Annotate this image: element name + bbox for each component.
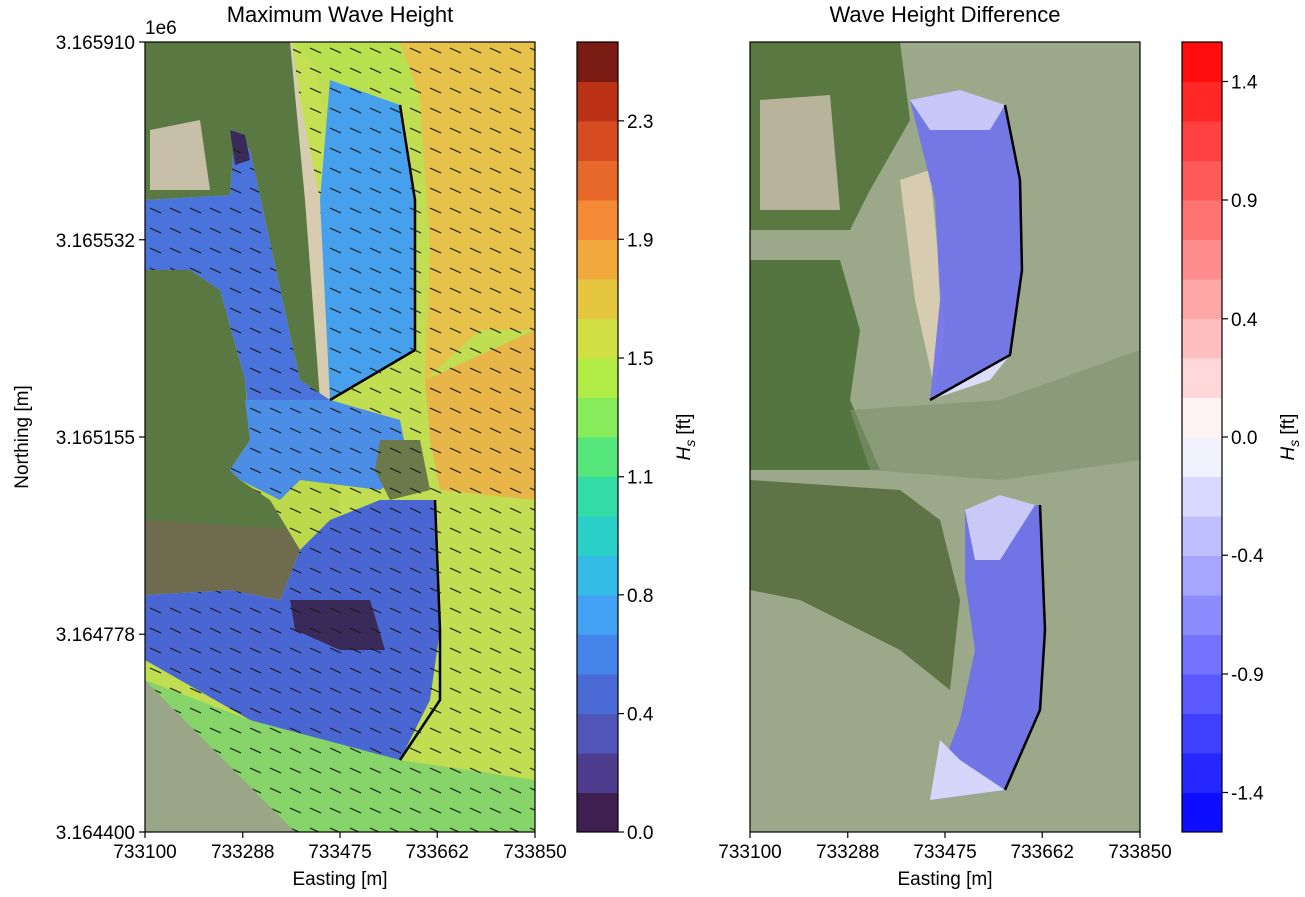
label-unit: [ft] <box>674 414 695 435</box>
colorbar-band <box>577 121 618 161</box>
label-symbol: H <box>1278 446 1299 460</box>
colorbar-band <box>1182 793 1222 833</box>
y-tick-label: 3.165910 <box>56 33 135 54</box>
x-tick-label: 733475 <box>913 842 976 863</box>
y-offset-label: 1e6 <box>145 18 177 39</box>
colorbar-band <box>577 516 618 556</box>
y-tick-label: 3.164400 <box>56 823 135 844</box>
colorbar-tick-label: 0.0 <box>627 823 653 844</box>
colorbar-tick-label: 2.3 <box>627 112 653 133</box>
panel-title: Wave Height Difference <box>829 2 1060 27</box>
colorbar-band <box>577 240 618 280</box>
colorbar-band <box>1182 753 1222 793</box>
label-unit: [ft] <box>1278 414 1299 435</box>
colorbar-band <box>577 635 618 675</box>
colorbar-band <box>1182 161 1222 201</box>
y-tick-label: 3.165532 <box>56 231 135 252</box>
map-imagery <box>750 42 1140 832</box>
figure: Maximum Wave Height Easting [m] 733100 7332… <box>0 0 1305 892</box>
colorbar-band <box>1182 240 1222 280</box>
colorbar-band <box>577 477 618 517</box>
colorbar-band <box>1182 42 1222 82</box>
colorbar-label: Hs [ft] <box>674 414 698 461</box>
colorbar-tick-label: 1.1 <box>627 468 653 489</box>
colorbar-band <box>1182 477 1222 517</box>
colorbar-band <box>1182 674 1222 714</box>
colorbar-tick-label: -0.4 <box>1231 546 1264 567</box>
colorbar-band <box>1182 516 1222 556</box>
y-axis-label: Northing [m] <box>12 385 33 488</box>
colorbar-band <box>1182 635 1222 675</box>
map-imagery <box>145 42 541 833</box>
colorbar-band <box>577 674 618 714</box>
colorbar-label: Hs [ft] <box>1278 414 1302 461</box>
colorbar-band <box>577 200 618 240</box>
colorbar-band <box>577 793 618 833</box>
x-tick-label: 733100 <box>718 842 781 863</box>
colorbar-tick-label: 0.4 <box>1231 310 1258 331</box>
x-axis-label: Easting [m] <box>292 869 387 890</box>
y-tick-label: 3.165155 <box>56 428 135 449</box>
x-tick-label: 733662 <box>1011 842 1074 863</box>
label-subscript: s <box>1286 440 1302 447</box>
colorbar-band <box>577 753 618 793</box>
colorbar-band <box>1182 319 1222 359</box>
colorbar-band <box>577 358 618 398</box>
colorbar-band <box>577 437 618 477</box>
colorbar-band <box>577 398 618 438</box>
colorbar-tick-label: -0.9 <box>1231 665 1264 686</box>
colorbar-band <box>577 279 618 319</box>
colorbar-band <box>1182 121 1222 161</box>
x-tick-label: 733100 <box>113 842 176 863</box>
colorbar-band <box>577 161 618 201</box>
x-tick-label: 733850 <box>1108 842 1171 863</box>
x-tick-label: 733850 <box>503 842 566 863</box>
colorbar-band <box>1182 398 1222 438</box>
y-tick-label: 3.164778 <box>56 625 135 646</box>
colorbar-tick-label: -1.4 <box>1231 784 1264 805</box>
colorbar-band <box>577 714 618 754</box>
colorbar-band <box>1182 279 1222 319</box>
colorbar-tick-label: 1.9 <box>627 230 653 251</box>
colorbar-band <box>1182 595 1222 635</box>
x-tick-label: 733475 <box>308 842 371 863</box>
colorbar-band <box>577 42 618 82</box>
colorbar-tick-label: 0.9 <box>1231 191 1257 212</box>
colorbar-tick-label: 1.5 <box>627 349 653 370</box>
colorbar-tick-label: 0.0 <box>1231 428 1257 449</box>
colorbar-tick-label: 1.4 <box>1231 73 1258 94</box>
colorbar-band <box>577 595 618 635</box>
colorbar-band <box>1182 358 1222 398</box>
x-tick-label: 733662 <box>406 842 469 863</box>
colorbar-band <box>1182 556 1222 596</box>
colorbar-tick-label: 0.4 <box>627 705 654 726</box>
colorbar-band <box>577 556 618 596</box>
x-tick-label: 733288 <box>816 842 879 863</box>
colorbar-band <box>577 319 618 359</box>
colorbar-band <box>1182 437 1222 477</box>
colorbar-tick-label: 0.8 <box>627 586 653 607</box>
label-symbol: H <box>674 446 695 460</box>
colorbar-band <box>577 82 618 122</box>
colorbar-band <box>1182 82 1222 122</box>
panel-title: Maximum Wave Height <box>227 2 454 27</box>
colorbar-band <box>1182 200 1222 240</box>
label-subscript: s <box>682 440 698 447</box>
x-axis-label: Easting [m] <box>897 869 992 890</box>
x-tick-label: 733288 <box>211 842 274 863</box>
colorbar-band <box>1182 714 1222 754</box>
